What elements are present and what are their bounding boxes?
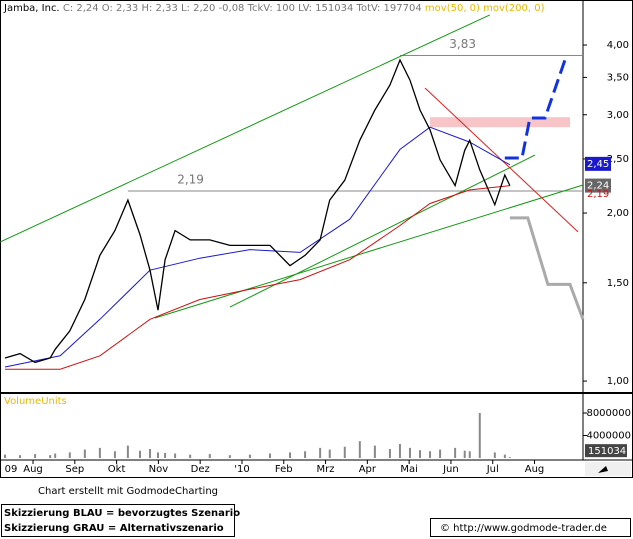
volume-bar bbox=[289, 452, 292, 458]
level-label: 3,83 bbox=[449, 37, 476, 51]
legend-entry: mov(200, 0) bbox=[483, 3, 544, 14]
volume-bar bbox=[139, 450, 142, 458]
volume-bar bbox=[503, 454, 506, 458]
volume-bar bbox=[358, 441, 361, 458]
volume-bar bbox=[49, 455, 52, 458]
volume-flag-label: 151034 bbox=[588, 446, 626, 457]
volume-bar bbox=[83, 449, 86, 458]
volume-bar bbox=[508, 457, 511, 458]
volume-bar bbox=[156, 452, 159, 458]
legend-entry: mov(50, 0) bbox=[425, 3, 480, 14]
y-tick-label: 2,00 bbox=[607, 208, 629, 219]
volume-bar bbox=[4, 454, 7, 458]
copyright-box bbox=[430, 518, 631, 537]
x-tick-label: Aug bbox=[525, 464, 545, 475]
title: Jamba, Inc. bbox=[3, 3, 60, 14]
volume-bar bbox=[408, 447, 411, 458]
x-tick-label: Mai bbox=[400, 464, 418, 475]
moving-average bbox=[5, 185, 510, 370]
volume-bar bbox=[228, 455, 231, 458]
volume-bar bbox=[164, 452, 167, 458]
volume-tick-label: 8000000 bbox=[586, 408, 631, 419]
volume-bar bbox=[189, 454, 192, 458]
price-flag-label: 2,19 bbox=[587, 189, 609, 200]
y-tick-label: 1,50 bbox=[607, 278, 629, 289]
volume-bar bbox=[268, 453, 271, 458]
volume-bar bbox=[98, 447, 101, 458]
volume-bar bbox=[304, 451, 307, 458]
volume-bar bbox=[328, 449, 331, 458]
resistance-zone bbox=[430, 117, 571, 128]
volume-bar bbox=[468, 451, 471, 458]
quote-text: C: 2,24 O: 2,33 H: 2,33 L: 2,20 -0,08 Tc… bbox=[63, 3, 422, 14]
volume-bar bbox=[174, 453, 177, 458]
x-tick-label: Feb bbox=[275, 464, 293, 475]
volume-bar bbox=[373, 445, 376, 458]
volume-bar bbox=[319, 447, 322, 458]
y-tick-label: 4,00 bbox=[607, 40, 629, 51]
volume-bar bbox=[343, 446, 346, 458]
y-tick-label: 2,50 bbox=[607, 154, 629, 165]
credit: Chart erstellt mit GodmodeCharting bbox=[38, 486, 218, 497]
volume-tick-label: 4000000 bbox=[586, 431, 631, 442]
copyright: © http://www.godmode-trader.de bbox=[440, 523, 607, 534]
x-tick-label: Okt bbox=[108, 464, 126, 475]
icon-box bbox=[585, 462, 631, 476]
volume-bar bbox=[493, 452, 496, 458]
volume-bar bbox=[248, 454, 251, 458]
volume-label: VolumeUnits bbox=[4, 396, 67, 407]
volume-bar bbox=[398, 443, 401, 458]
volume-bar bbox=[19, 455, 22, 458]
scenario-path bbox=[509, 216, 585, 320]
volume-bar bbox=[113, 451, 116, 458]
y-tick-label: 3,00 bbox=[607, 110, 629, 121]
scenario-path bbox=[504, 54, 569, 160]
x-tick-label: Nov bbox=[149, 464, 169, 475]
volume-bar bbox=[388, 449, 391, 458]
x-tick-label: Jun bbox=[442, 464, 459, 475]
x-tick-label: 09 bbox=[5, 464, 18, 475]
x-tick-label: Mrz bbox=[317, 464, 335, 475]
trend-line bbox=[0, 14, 491, 243]
x-tick-label: Dez bbox=[191, 464, 210, 475]
trend-line bbox=[154, 184, 584, 319]
volume-bar bbox=[478, 413, 481, 458]
volume-bar bbox=[68, 452, 71, 458]
y-tick-label: 3,50 bbox=[607, 72, 629, 83]
price-flag bbox=[585, 178, 611, 193]
volume-bar bbox=[439, 449, 442, 458]
volume-bar bbox=[419, 450, 422, 458]
x-tick-label: Sep bbox=[65, 464, 84, 475]
volume-bar bbox=[454, 447, 457, 458]
icon bbox=[598, 466, 608, 473]
volume-bar bbox=[463, 450, 466, 458]
x-tick-label: Apr bbox=[359, 464, 377, 475]
y-tick-label: 1,00 bbox=[607, 376, 629, 387]
volume-bar bbox=[429, 451, 432, 458]
note: Skizzierung BLAU = bevorzugtes Szenario bbox=[4, 508, 240, 519]
note: Skizzierung GRAU = Alternativszenario bbox=[4, 523, 224, 534]
x-tick-label: Aug bbox=[23, 464, 43, 475]
volume-bar bbox=[126, 445, 129, 458]
header: Jamba, Inc. C: 2,24 O: 2,33 H: 2,33 L: 2… bbox=[3, 3, 545, 14]
note-box bbox=[1, 504, 235, 537]
volume-bar bbox=[34, 454, 37, 458]
price-flag-label: 2,45 bbox=[587, 159, 609, 170]
x-tick-label: '10 bbox=[234, 464, 249, 475]
price-flag-label: 2,24 bbox=[587, 181, 609, 192]
level-label: 2,19 bbox=[177, 173, 204, 187]
volume-bar bbox=[149, 449, 152, 458]
price-flag bbox=[585, 156, 611, 171]
volume-bar bbox=[54, 453, 57, 458]
volume-bar bbox=[208, 454, 211, 458]
x-tick-label: Jul bbox=[486, 464, 499, 475]
volume-flag bbox=[585, 444, 627, 458]
price-line bbox=[4, 58, 511, 364]
